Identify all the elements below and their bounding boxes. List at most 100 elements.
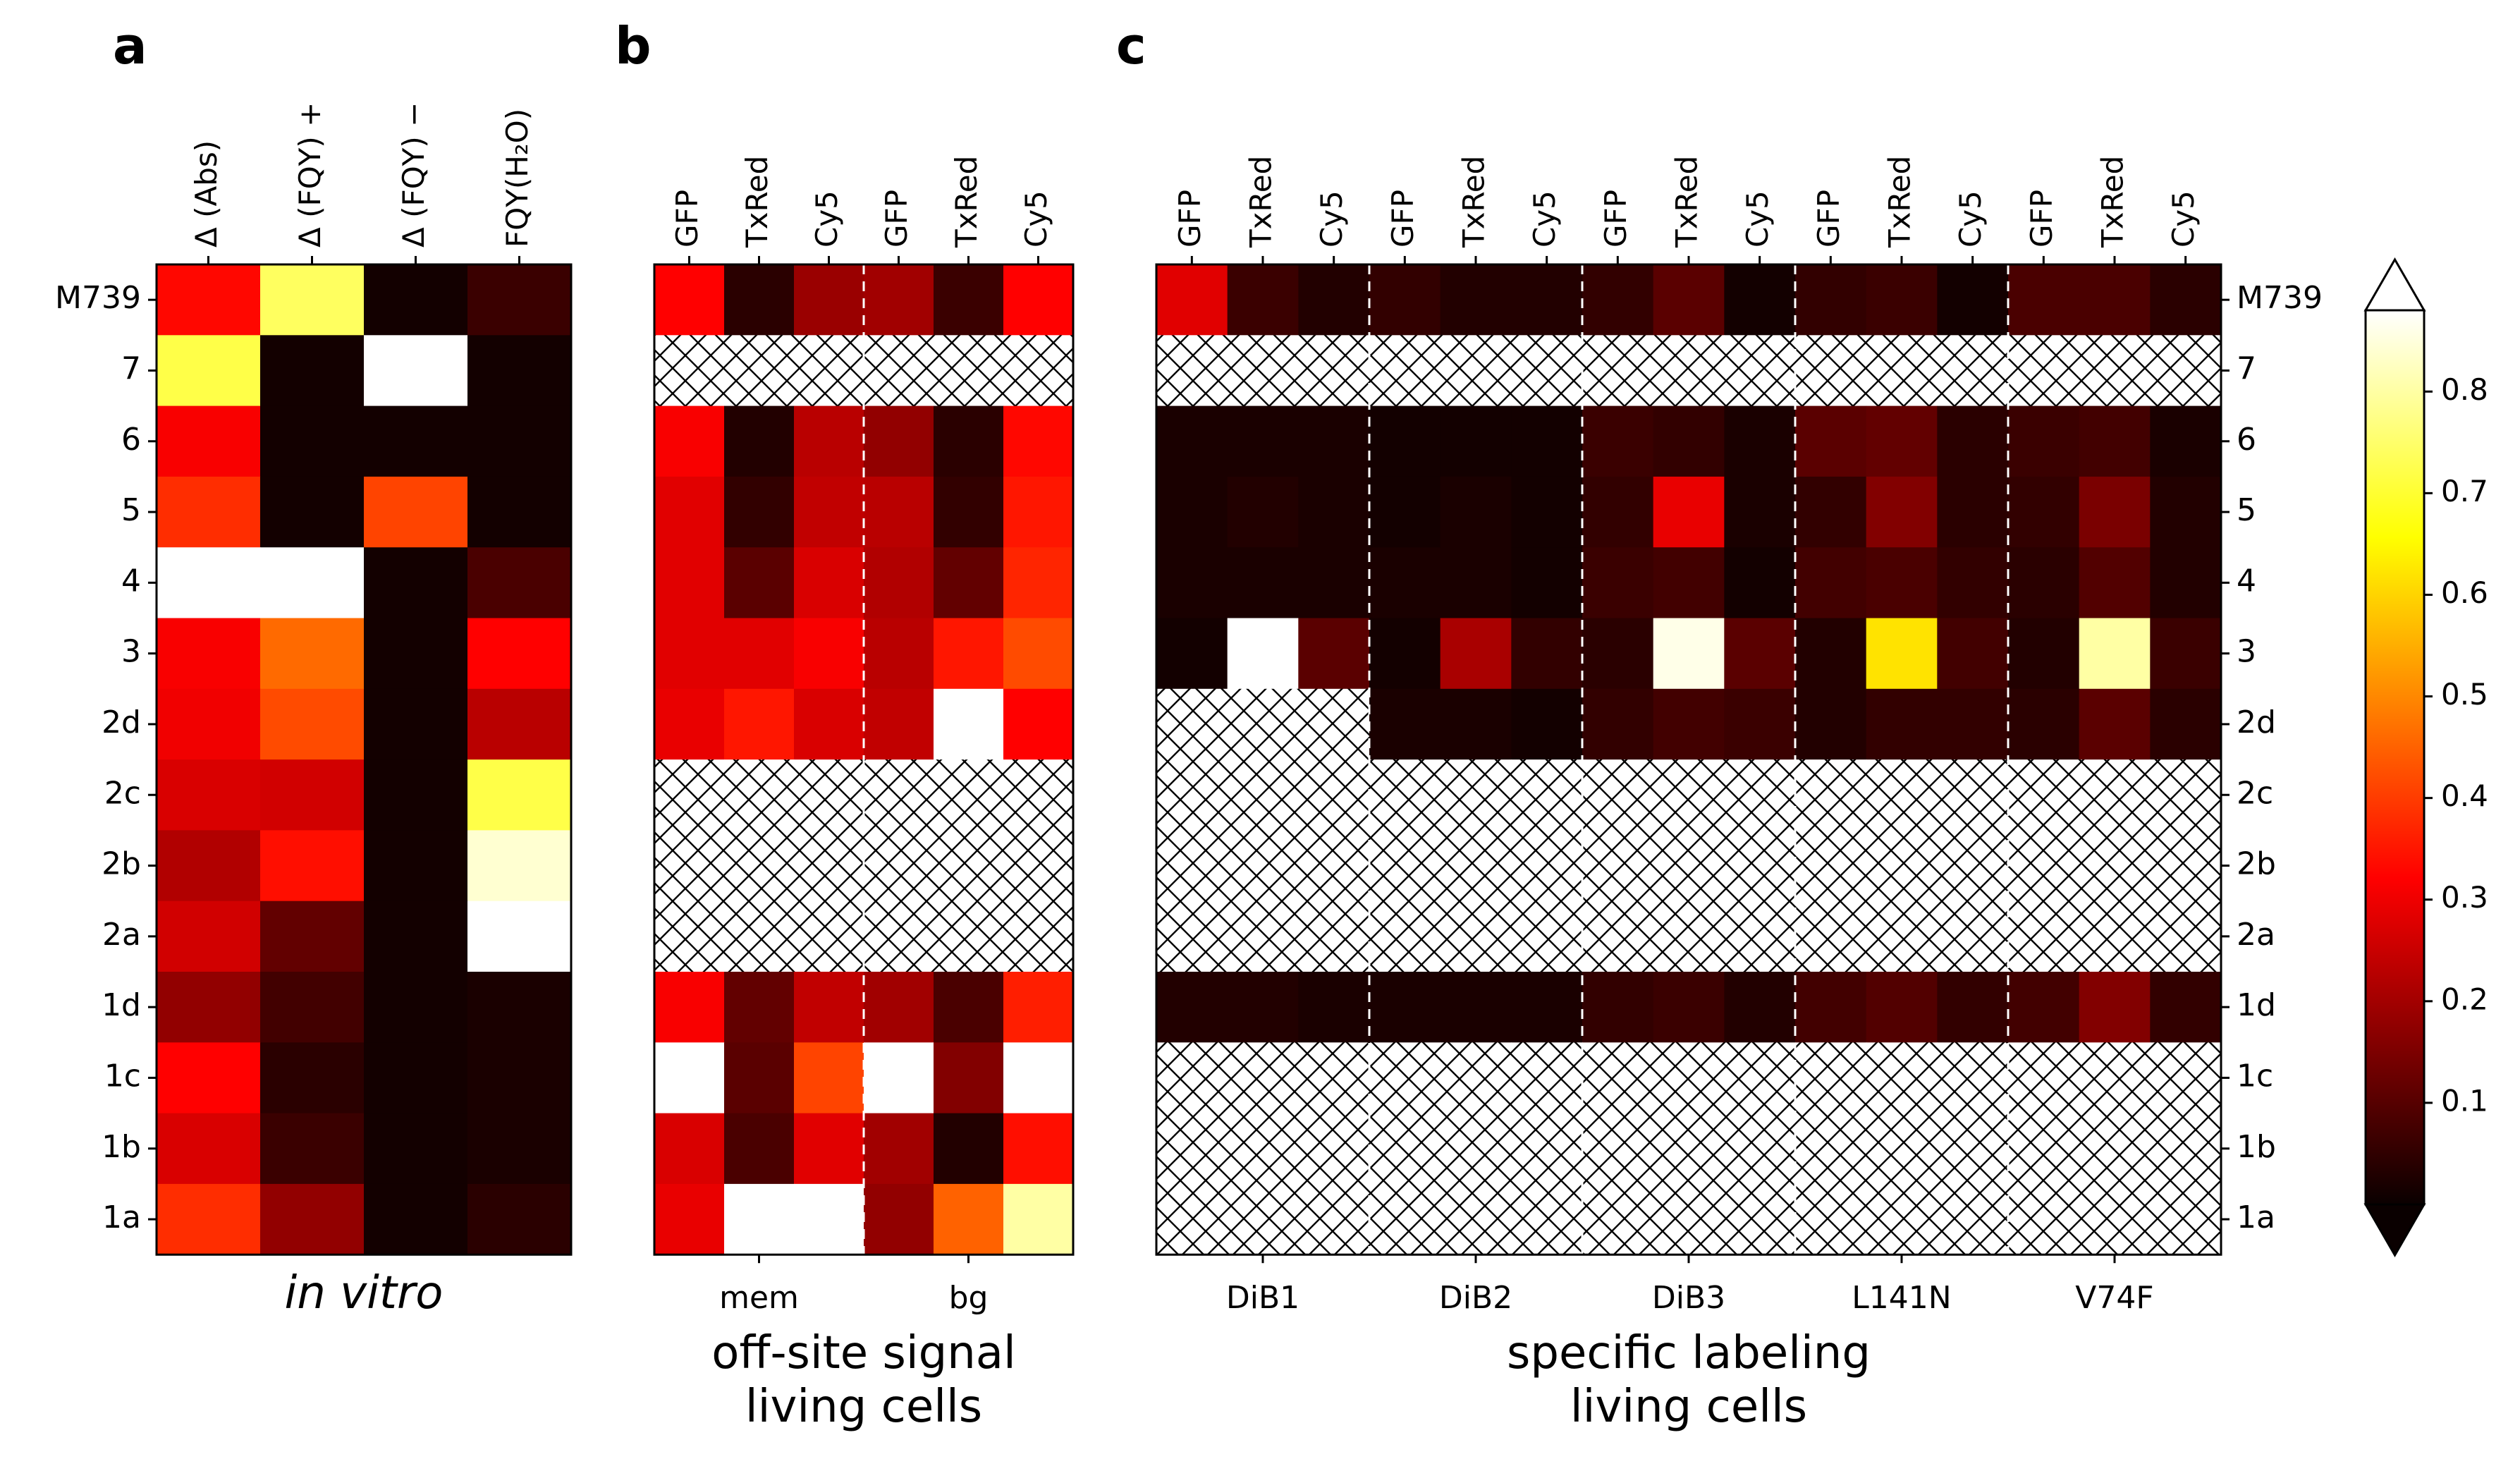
group-label-bg: bg [949, 1280, 989, 1316]
heatmap-cell-missing-c-r12-c13 [2079, 1113, 2151, 1185]
row-label-left-1a: 1a [102, 1199, 141, 1235]
heatmap-cell-b-r0-c4 [934, 264, 1004, 336]
heatmap-cell-missing-c-r1-c11 [1937, 335, 2009, 407]
heatmap-cell-c-r6-c5 [1511, 688, 1583, 760]
heatmap-cell-a-r13-c2 [364, 1183, 468, 1255]
heatmap-cell-missing-c-r6-c1 [1227, 688, 1299, 760]
column-label-gfp: GFP [670, 190, 704, 248]
heatmap-cell-a-r5-c3 [467, 618, 572, 690]
heatmap-cell-a-r8-c0 [157, 830, 261, 902]
heatmap-cell-missing-c-r1-c2 [1298, 335, 1370, 407]
heatmap-cell-missing-c-r11-c10 [1866, 1042, 1938, 1114]
heatmap-cell-b-r5-c5 [1003, 618, 1074, 690]
row-label-left-1b: 1b [102, 1129, 141, 1165]
heatmap-cell-a-r1-c0 [157, 335, 261, 407]
row-label-right-5: 5 [2237, 492, 2256, 528]
heatmap-cell-missing-b-r1-c5 [1003, 335, 1074, 407]
heatmap-cell-a-r10-c2 [364, 972, 468, 1043]
heatmap-cell-missing-c-r8-c11 [1937, 830, 2009, 902]
row-label-left-6: 6 [121, 422, 141, 458]
heatmap-cell-c-r0-c11 [1937, 264, 2009, 336]
row-label-left-7: 7 [121, 350, 141, 386]
heatmap-cell-missing-c-r1-c8 [1724, 335, 1796, 407]
heatmap-cell-a-r11-c2 [364, 1042, 468, 1114]
heatmap-cell-missing-c-r7-c2 [1298, 759, 1370, 831]
heatmap-cell-c-r0-c9 [1795, 264, 1867, 336]
heatmap-cell-c-r3-c9 [1795, 476, 1867, 548]
heatmap-cell-missing-b-r7-c3 [864, 759, 934, 831]
column-label-txred: TxRed [1883, 156, 1917, 248]
heatmap-cell-b-r0-c1 [724, 264, 795, 336]
heatmap-cell-missing-c-r8-c5 [1511, 830, 1583, 902]
heatmap-cell-b-r4-c1 [724, 547, 795, 619]
heatmap-cell-c-r0-c5 [1511, 264, 1583, 336]
heatmap-cell-missing-c-r12-c0 [1156, 1113, 1228, 1185]
row-label-left-2d: 2d [102, 704, 141, 740]
row-label-right-1b: 1b [2237, 1129, 2276, 1165]
heatmap-cell-b-r10-c0 [654, 972, 725, 1043]
heatmap-cell-b-r6-c3 [864, 688, 934, 760]
heatmap-cell-missing-b-r8-c1 [724, 830, 795, 902]
heatmap-cell-c-r6-c7 [1653, 688, 1725, 760]
heatmap-cell-b-r11-c4 [934, 1042, 1004, 1114]
heatmap-cell-missing-b-r8-c3 [864, 830, 934, 902]
heatmap-cell-missing-b-r7-c5 [1003, 759, 1074, 831]
heatmap-cell-missing-b-r9-c5 [1003, 901, 1074, 972]
heatmap-cell-missing-c-r11-c14 [2150, 1042, 2222, 1114]
heatmap-cell-missing-c-r11-c5 [1511, 1042, 1583, 1114]
panel-c: c GFP TxRed Cy5 GFP TxRed Cy5 GFP TxRed Cy5 GFP TxR… [1116, 16, 2323, 1433]
heatmap-cell-missing-b-r9-c1 [724, 901, 795, 972]
heatmap-cell-missing-b-r1-c0 [654, 335, 725, 407]
heatmap-cell-c-r4-c6 [1582, 547, 1654, 619]
panel-letter-b: b [615, 16, 652, 75]
heatmap-cell-a-r4-c1 [260, 547, 365, 619]
heatmap-cell-c-r4-c10 [1866, 547, 1938, 619]
heatmap-cell-a-r1-c3 [467, 335, 572, 407]
heatmap-cell-a-r8-c2 [364, 830, 468, 902]
heatmap-cell-missing-c-r8-c1 [1227, 830, 1299, 902]
heatmap-cell-c-r4-c2 [1298, 547, 1370, 619]
heatmap-cell-c-r5-c12 [2008, 618, 2080, 690]
column-label-txred: TxRed [2096, 156, 2130, 248]
group-label-l141n: L141N [1852, 1280, 1951, 1316]
heatmap-cell-a-r2-c2 [364, 405, 468, 477]
heatmap-cell-a-r7-c0 [157, 759, 261, 831]
colorbar-extend-min [2363, 1203, 2426, 1258]
heatmap-cell-b-r5-c0 [654, 618, 725, 690]
heatmap-cell-a-r10-c3 [467, 972, 572, 1043]
heatmap-cell-missing-c-r12-c3 [1369, 1113, 1441, 1185]
heatmap-cell-c-r6-c13 [2079, 688, 2151, 760]
heatmap-cell-c-r0-c3 [1369, 264, 1441, 336]
heatmap-cell-b-r11-c3 [864, 1042, 934, 1114]
heatmap-cell-c-r4-c13 [2079, 547, 2151, 619]
heatmap-cell-c-r5-c6 [1582, 618, 1654, 690]
heatmap-cell-c-r4-c4 [1440, 547, 1512, 619]
heatmap-cell-a-r8-c1 [260, 830, 365, 902]
column-label-gfp: GFP [1386, 190, 1420, 248]
heatmap-cell-c-r10-c7 [1653, 972, 1725, 1043]
heatmap-cell-c-r0-c6 [1582, 264, 1654, 336]
heatmap-cell-missing-c-r9-c0 [1156, 901, 1228, 972]
heatmap-cell-missing-c-r1-c5 [1511, 335, 1583, 407]
column-label-cy5: Cy5 [1314, 190, 1349, 248]
panel-letter-c: c [1116, 16, 1146, 75]
heatmap-cell-missing-c-r11-c13 [2079, 1042, 2151, 1114]
column-label-cy5: Cy5 [1527, 190, 1562, 248]
heatmap-cell-b-r4-c2 [794, 547, 864, 619]
colorbar-frame [2364, 309, 2426, 1206]
heatmap-cell-b-r2-c0 [654, 405, 725, 477]
colorbar-tick-label-7: 0.8 [2441, 372, 2488, 407]
heatmap-cell-a-r0-c1 [260, 264, 365, 336]
heatmap-cell-c-r5-c11 [1937, 618, 2009, 690]
column-label-fqy: Δ (FQY) + [293, 102, 327, 248]
row-label-left-2c: 2c [104, 775, 141, 811]
heatmap-cell-a-r9-c2 [364, 901, 468, 972]
heatmap-cell-missing-c-r6-c2 [1298, 688, 1370, 760]
heatmap-cell-missing-c-r1-c4 [1440, 335, 1512, 407]
colorbar-gradient [2366, 310, 2424, 1204]
heatmap-cell-a-r5-c1 [260, 618, 365, 690]
heatmap-cell-a-r2-c1 [260, 405, 365, 477]
heatmap-cell-c-r10-c0 [1156, 972, 1228, 1043]
heatmap-cell-c-r5-c1 [1227, 618, 1299, 690]
